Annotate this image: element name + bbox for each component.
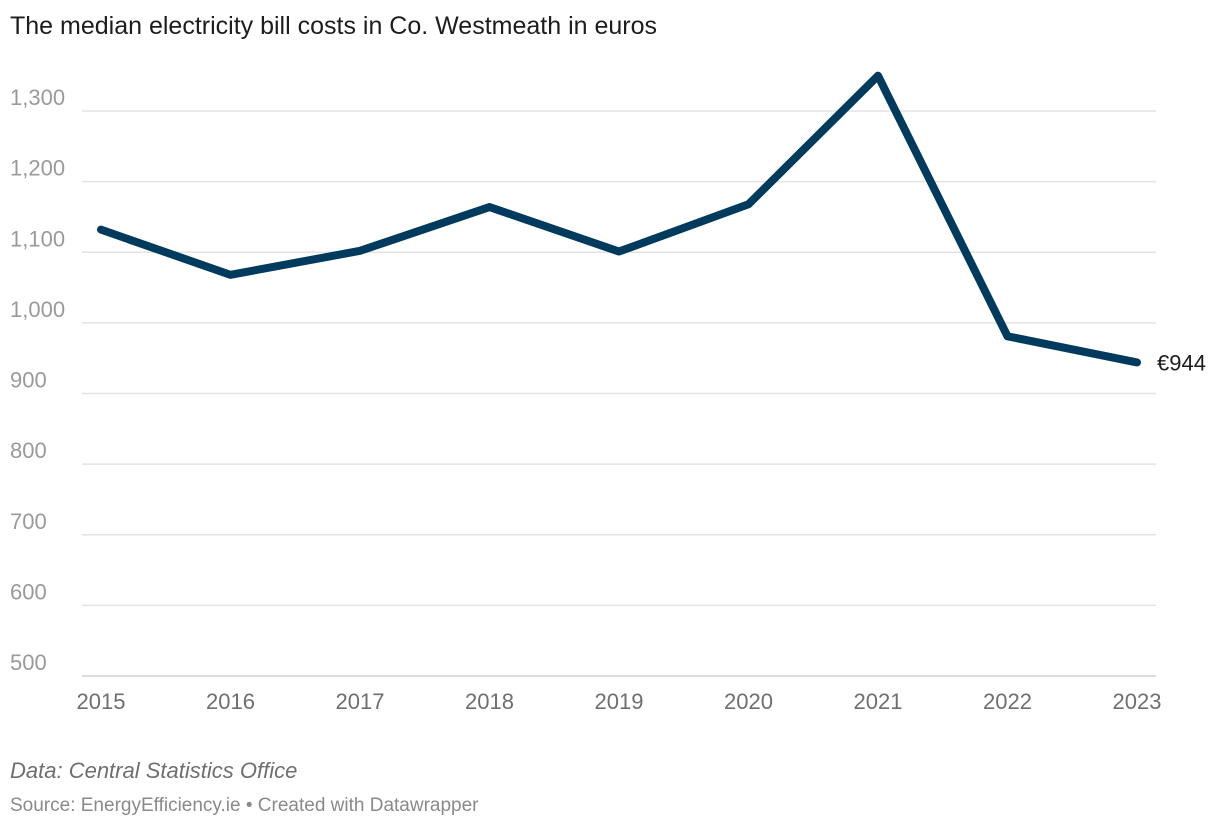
x-tick-label: 2021: [854, 689, 903, 714]
series-line: [97, 71, 1141, 367]
x-tick-label: 2015: [77, 689, 126, 714]
x-tick-label: 2020: [724, 689, 773, 714]
y-tick-label: 800: [10, 438, 47, 463]
y-tick-label: 1,300: [10, 85, 65, 110]
x-tick-label: 2017: [336, 689, 385, 714]
x-tick-label: 2019: [595, 689, 644, 714]
y-tick-label: 600: [10, 579, 47, 604]
y-tick-label: 500: [10, 650, 47, 675]
source-credit: Source: EnergyEfficiency.ie • Created wi…: [10, 795, 479, 816]
chart-title: The median electricity bill costs in Co.…: [10, 12, 658, 40]
y-tick-label: 700: [10, 509, 47, 534]
y-tick-label: 900: [10, 368, 47, 393]
x-tick-label: 2023: [1113, 689, 1162, 714]
end-value-label: €944: [1157, 350, 1206, 375]
data-note: Data: Central Statistics Office: [10, 758, 298, 783]
x-tick-label: 2018: [465, 689, 514, 714]
x-tick-label: 2022: [983, 689, 1032, 714]
y-tick-label: 1,200: [10, 156, 65, 181]
x-tick-label: 2016: [206, 689, 255, 714]
y-tick-label: 1,000: [10, 297, 65, 322]
y-tick-label: 1,100: [10, 226, 65, 251]
